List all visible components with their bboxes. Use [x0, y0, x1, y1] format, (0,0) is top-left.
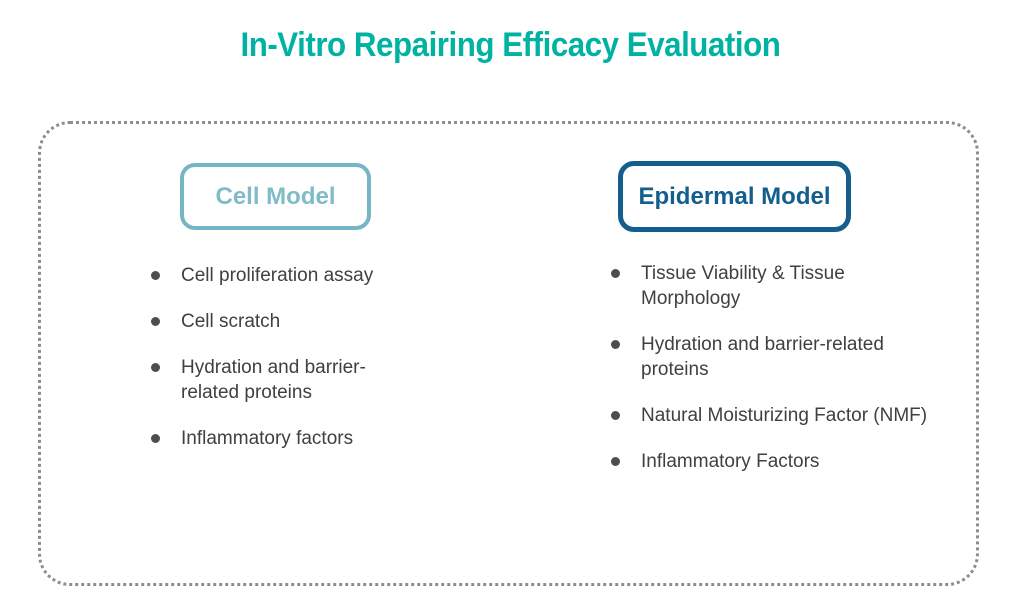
- cell-model-header: Cell Model: [215, 182, 336, 210]
- bullet-icon: [151, 317, 160, 326]
- list-item-text: Cell scratch: [181, 311, 281, 332]
- list-item: Natural Moisturizing Factor (NMF): [611, 403, 933, 428]
- list-item-text: Inflammatory factors: [181, 428, 354, 449]
- page-title-text: In-Vitro Repairing Efficacy Evaluation: [240, 26, 781, 64]
- list-item: Inflammatory Factors: [611, 449, 933, 474]
- bullet-icon: [611, 340, 620, 349]
- list-item: Hydration and barrier-related proteins: [151, 355, 403, 405]
- page-title: In-Vitro Repairing Efficacy Evaluation: [0, 26, 1021, 65]
- list-item-text: Natural Moisturizing Factor (NMF): [641, 405, 928, 426]
- list-item-text: Inflammatory Factors: [641, 451, 820, 472]
- cell-model-list: Cell proliferation assay Cell scratch Hy…: [151, 263, 403, 472]
- epidermal-model-box: Epidermal Model: [618, 161, 851, 232]
- epidermal-model-list: Tissue Viability & Tissue Morphology Hyd…: [611, 261, 933, 495]
- cell-model-box: Cell Model: [180, 163, 371, 230]
- list-item-text: Hydration and barrier-related proteins: [181, 357, 366, 403]
- list-item-text: Tissue Viability & Tissue Morphology: [641, 263, 845, 309]
- bullet-icon: [611, 269, 620, 278]
- list-item-text: Hydration and barrier-related proteins: [641, 334, 884, 380]
- bullet-icon: [151, 363, 160, 372]
- bullet-icon: [611, 457, 620, 466]
- bullet-icon: [151, 434, 160, 443]
- list-item: Inflammatory factors: [151, 426, 403, 451]
- list-item-text: Cell proliferation assay: [181, 265, 374, 286]
- list-item: Tissue Viability & Tissue Morphology: [611, 261, 933, 311]
- list-item: Cell scratch: [151, 309, 403, 334]
- bullet-icon: [611, 411, 620, 420]
- epidermal-model-header: Epidermal Model: [638, 182, 831, 210]
- list-item: Hydration and barrier-related proteins: [611, 332, 933, 382]
- list-item: Cell proliferation assay: [151, 263, 403, 288]
- bullet-icon: [151, 271, 160, 280]
